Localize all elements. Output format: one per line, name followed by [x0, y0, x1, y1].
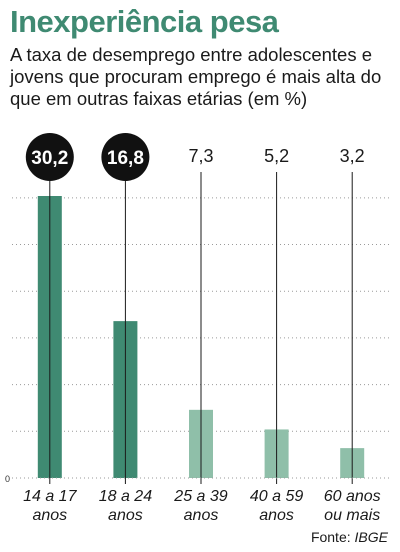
x-tick-label: ou mais: [324, 507, 380, 524]
x-tick-label: 14 a 17: [23, 488, 77, 505]
chart-title: Inexperiência pesa: [10, 4, 279, 39]
y-tick-label: 0: [5, 474, 10, 484]
source-label: Fonte:: [310, 529, 351, 545]
x-tick-label: 18 a 24: [99, 488, 152, 505]
x-tick-label: anos: [259, 507, 294, 524]
source-name: IBGE: [354, 529, 388, 545]
value-badge: [101, 133, 150, 181]
value-label: 16,8: [107, 148, 144, 169]
value-label: 5,2: [264, 146, 289, 166]
x-tick-label: 25 a 39: [173, 488, 227, 505]
x-tick-label: anos: [32, 507, 67, 524]
chart-subtitle: A taxa de desemprego entre adolescentes …: [10, 44, 382, 109]
x-tick-label: 60 anos: [324, 488, 381, 505]
value-label: 7,3: [188, 146, 213, 166]
value-label: 30,2: [31, 148, 68, 169]
value-label: 3,2: [340, 146, 365, 166]
x-tick-label: anos: [184, 507, 219, 524]
x-tick-label: anos: [108, 507, 143, 524]
source-note: Fonte: IBGE: [311, 529, 388, 545]
x-tick-label: 40 a 59: [250, 488, 303, 505]
value-badge: [25, 133, 74, 181]
